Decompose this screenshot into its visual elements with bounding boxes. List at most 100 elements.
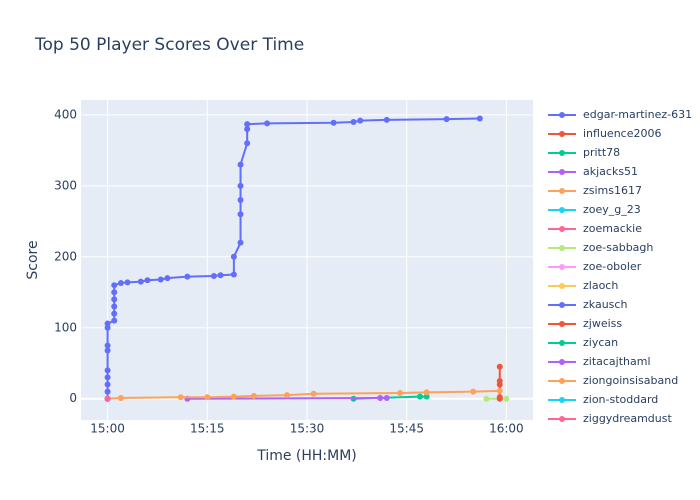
point [184, 273, 191, 280]
legend-label: akjacks51 [583, 165, 638, 178]
point [244, 126, 251, 133]
x-tick-label: 15:00 [90, 422, 125, 436]
legend-marker [559, 188, 565, 194]
point [104, 324, 111, 331]
x-tick-label: 16:00 [489, 422, 524, 436]
point [383, 116, 390, 123]
legend: edgar-martinez-631 influence2006 pritt78 ak… [548, 108, 692, 425]
point [104, 388, 111, 395]
point [124, 279, 131, 286]
plot [104, 115, 510, 402]
point [496, 387, 503, 394]
point [244, 140, 251, 147]
point [417, 393, 423, 400]
point [470, 388, 477, 395]
point [237, 239, 244, 246]
legend-marker [559, 112, 565, 118]
point [330, 119, 337, 126]
point [503, 395, 510, 402]
legend-label: zsims1617 [583, 184, 642, 197]
point [377, 395, 384, 402]
legend-marker [559, 169, 565, 175]
legend-marker [559, 321, 565, 327]
point [111, 296, 118, 303]
legend-label: zjweiss [583, 317, 622, 330]
legend-label: zoe-sabbagh [583, 241, 653, 254]
y-axis-title: Score [25, 240, 41, 279]
point [310, 390, 317, 397]
point [230, 393, 237, 400]
point [350, 118, 357, 125]
point [144, 277, 151, 284]
x-axis-title: Time (HH:MM) [256, 448, 357, 464]
point [104, 320, 111, 327]
point [104, 381, 111, 388]
point [264, 120, 271, 127]
point [237, 211, 244, 218]
legend-marker [559, 340, 565, 346]
point [496, 395, 503, 402]
legend-marker [559, 283, 565, 289]
x-tick-label: 15:30 [290, 422, 325, 436]
point [117, 395, 124, 402]
point [104, 367, 111, 374]
legend-marker [559, 207, 565, 213]
point [111, 310, 118, 317]
point [237, 182, 244, 189]
y-tick-label: 0 [69, 391, 77, 405]
legend-marker [559, 416, 565, 422]
y-tick-label: 300 [54, 178, 77, 192]
point [157, 276, 164, 283]
legend-marker [559, 302, 565, 308]
point [230, 253, 237, 260]
legend-label: zion-stoddard [583, 393, 658, 406]
point [177, 394, 184, 401]
legend-marker [559, 397, 565, 403]
legend-marker [559, 378, 565, 384]
point [244, 121, 251, 128]
legend-label: ziongoinsisaband [583, 374, 678, 387]
point [443, 116, 450, 123]
grid [81, 100, 533, 420]
point [357, 117, 364, 124]
legend-label: zitacajthaml [583, 355, 651, 368]
point [423, 389, 430, 396]
y-tick-label: 200 [54, 249, 77, 263]
point [111, 303, 118, 310]
y-tick-label: 100 [54, 320, 77, 334]
legend-label: zoemackie [583, 222, 642, 235]
legend-label: pritt78 [583, 146, 620, 159]
legend-label: zkausch [583, 298, 627, 311]
point [111, 317, 118, 324]
chart-title: Top 50 Player Scores Over Time [34, 35, 304, 55]
legend-marker [559, 359, 565, 365]
x-tick-label: 15:15 [190, 422, 225, 436]
point [496, 381, 503, 388]
legend-marker [559, 150, 565, 156]
legend-label: ziggydreamdust [583, 412, 672, 425]
legend-label: zlaoch [583, 279, 618, 292]
y-tick-label: 400 [54, 107, 77, 121]
point [383, 395, 390, 402]
point [217, 272, 224, 279]
x-tick-label: 15:45 [389, 422, 424, 436]
point [164, 275, 171, 282]
series-line [107, 389, 500, 400]
legend-marker [559, 226, 565, 232]
point [111, 289, 118, 296]
point [496, 363, 503, 370]
point [423, 393, 430, 400]
point [117, 280, 124, 287]
point [204, 394, 211, 401]
point [104, 347, 111, 354]
point [483, 395, 490, 402]
point [230, 271, 237, 278]
legend-label: influence2006 [583, 127, 661, 140]
point [210, 272, 217, 279]
point [237, 197, 244, 204]
point [250, 392, 257, 399]
point [476, 115, 483, 122]
legend-marker [559, 131, 565, 137]
legend-label: zoe-oboler [583, 260, 642, 273]
